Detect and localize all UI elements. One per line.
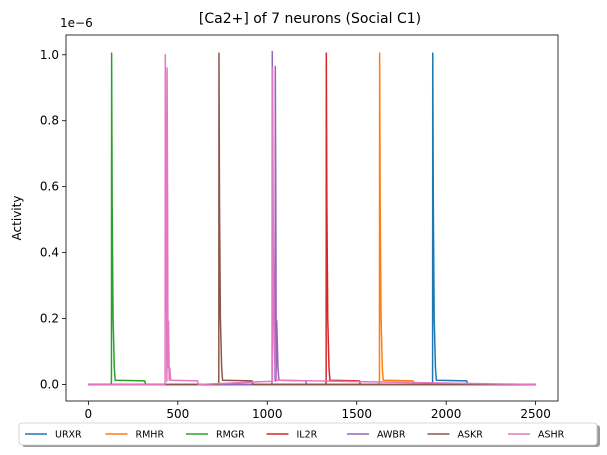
y-tick-label: 1.0: [40, 48, 59, 62]
chart-title: [Ca2+] of 7 neurons (Social C1): [199, 11, 421, 27]
x-tick-label: 0: [85, 407, 93, 421]
y-tick-label: 0.4: [40, 246, 59, 260]
series-line-rmhr: [88, 52, 536, 386]
y-axis-label: Activity: [10, 196, 24, 241]
series-line-awbr: [88, 50, 536, 386]
legend-label: AWBR: [377, 430, 406, 441]
y-tick-label: 0.2: [40, 312, 59, 326]
plot-frame: [65, 34, 559, 402]
series-line-askr: [88, 52, 536, 386]
legend-box: [18, 422, 598, 446]
y-scale-label: 1e−6: [60, 16, 93, 30]
legend: URXR RMHR RMGR IL2R AWBR ASKR ASHR: [18, 422, 600, 447]
x-tick-label: 2000: [431, 407, 462, 421]
legend-label: RMGR: [216, 430, 245, 441]
y-axis-ticks: 0.0 0.2 0.4 0.6 0.8 1.0: [40, 48, 66, 392]
y-tick-label: 0.0: [40, 378, 59, 392]
series-line-il2r: [88, 52, 536, 386]
x-tick-label: 1000: [252, 407, 283, 421]
y-tick-label: 0.6: [40, 180, 59, 194]
legend-label: ASHR: [538, 430, 565, 441]
legend-label: IL2R: [297, 430, 318, 441]
legend-label: URXR: [55, 430, 82, 441]
legend-label: ASKR: [458, 430, 484, 441]
series-line-urxr: [88, 52, 536, 386]
x-tick-label: 2500: [520, 407, 551, 421]
legend-label: RMHR: [136, 430, 165, 441]
series-group: [88, 50, 536, 386]
series-line-ashr: [88, 54, 536, 386]
series-line-rmgr: [88, 52, 536, 386]
x-axis-ticks: 0 500 1000 1500 2000 2500: [85, 401, 551, 421]
y-tick-label: 0.8: [40, 114, 59, 128]
x-tick-label: 1500: [341, 407, 372, 421]
x-tick-label: 500: [166, 407, 189, 421]
